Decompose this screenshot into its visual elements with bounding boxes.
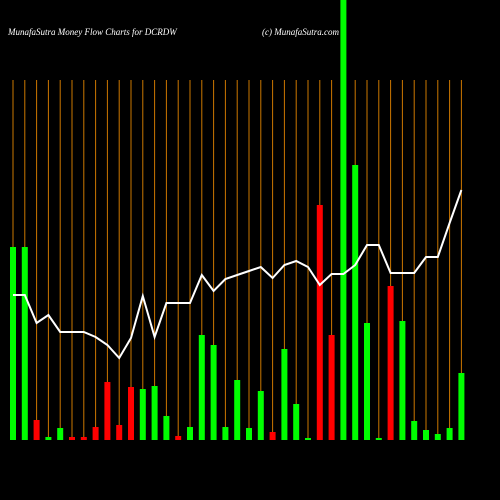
bar: [210, 345, 217, 440]
bar: [69, 437, 75, 440]
bar: [21, 247, 28, 440]
bar: [80, 437, 87, 440]
bar: [234, 380, 241, 440]
bar: [175, 436, 182, 440]
bar: [387, 286, 394, 440]
bar: [151, 386, 158, 440]
bar: [340, 0, 347, 440]
bar: [187, 427, 193, 440]
chart-title: MunafaSutra Money Flow Charts for DCRDW: [7, 27, 178, 37]
bar: [434, 434, 441, 440]
bar: [128, 387, 134, 440]
bar: [281, 349, 288, 440]
bar: [305, 438, 311, 440]
bar: [10, 247, 16, 440]
bar: [222, 427, 229, 440]
bar: [352, 165, 359, 440]
bar: [375, 438, 382, 440]
bar: [411, 421, 418, 440]
bar: [269, 432, 276, 440]
bar: [163, 416, 170, 440]
bar: [446, 428, 453, 440]
bar: [198, 335, 205, 440]
bar: [293, 404, 300, 440]
bar: [257, 391, 264, 440]
bar: [116, 425, 123, 440]
bar: [328, 335, 335, 440]
bar: [399, 321, 406, 440]
bar: [57, 428, 64, 440]
bar: [364, 323, 370, 440]
chart-subtitle: (c) MunafaSutra.com: [262, 27, 339, 37]
bar: [246, 428, 252, 440]
bar: [139, 389, 146, 440]
bar: [458, 373, 465, 440]
bar: [45, 437, 52, 440]
bar: [423, 430, 429, 440]
bar: [33, 420, 40, 440]
bar: [92, 427, 99, 440]
bar: [104, 382, 111, 440]
bar: [316, 205, 323, 440]
money-flow-line: [13, 189, 463, 360]
